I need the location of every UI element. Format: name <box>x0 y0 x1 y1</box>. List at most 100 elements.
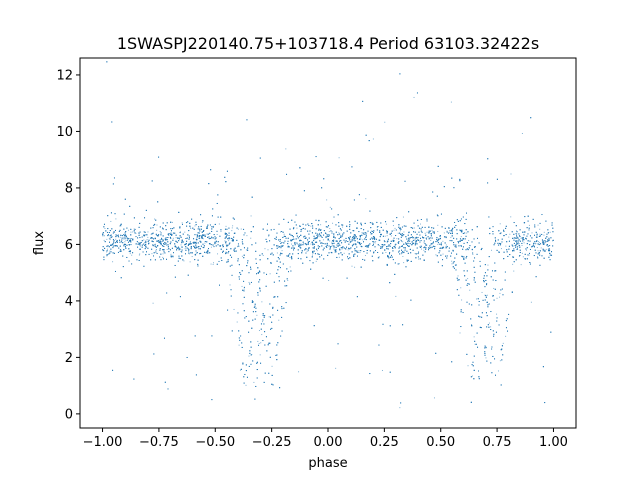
data-point <box>515 233 517 235</box>
data-point <box>471 375 473 377</box>
data-point <box>547 248 549 250</box>
data-point <box>473 336 475 338</box>
data-point <box>251 354 253 355</box>
data-point <box>298 371 300 373</box>
data-point <box>499 292 501 294</box>
data-point <box>325 237 327 239</box>
data-point <box>414 253 416 255</box>
data-point <box>515 230 517 232</box>
data-point <box>240 228 242 230</box>
data-point <box>491 249 493 251</box>
data-point <box>521 132 523 134</box>
data-point <box>413 96 415 98</box>
data-point <box>522 256 524 258</box>
data-point <box>390 235 392 237</box>
data-point <box>106 251 108 253</box>
data-point <box>329 240 331 242</box>
data-point <box>460 236 462 238</box>
data-point <box>172 237 174 239</box>
data-point <box>326 199 328 201</box>
data-point <box>256 314 258 316</box>
data-point <box>329 228 331 230</box>
data-point <box>106 238 108 240</box>
data-point <box>530 301 532 303</box>
data-point <box>473 277 475 279</box>
data-point <box>488 322 490 324</box>
data-point <box>154 218 156 220</box>
data-point <box>248 281 250 283</box>
data-point <box>341 247 343 249</box>
data-point <box>226 252 227 254</box>
data-point <box>262 321 264 323</box>
data-point <box>426 231 428 233</box>
data-point <box>102 235 104 237</box>
data-point <box>472 253 474 255</box>
data-point <box>375 241 377 243</box>
data-point <box>430 239 432 241</box>
data-point <box>361 225 363 227</box>
data-point <box>392 239 394 241</box>
data-point <box>188 243 190 245</box>
data-point <box>386 242 388 244</box>
data-point <box>397 232 399 234</box>
data-point <box>281 250 283 252</box>
data-point <box>226 246 228 248</box>
data-point <box>190 227 192 229</box>
data-point <box>110 220 112 222</box>
data-point <box>162 253 164 255</box>
data-point <box>155 249 157 251</box>
data-point <box>392 225 394 227</box>
data-point <box>326 234 328 236</box>
data-point <box>383 245 384 247</box>
data-point <box>454 246 456 248</box>
data-point <box>499 360 501 362</box>
data-point <box>269 273 271 275</box>
data-point <box>204 242 206 244</box>
data-point <box>245 384 247 386</box>
data-point <box>341 248 343 250</box>
data-point <box>287 280 289 282</box>
data-point <box>520 264 522 266</box>
data-point <box>296 243 298 245</box>
data-point <box>236 246 238 248</box>
data-point <box>539 233 541 235</box>
data-point <box>366 232 368 234</box>
data-point <box>156 224 158 226</box>
data-point <box>457 275 459 277</box>
data-point <box>358 250 360 252</box>
data-point <box>523 231 525 233</box>
data-point <box>365 198 367 200</box>
data-point <box>289 256 291 258</box>
data-point <box>521 245 523 247</box>
data-point <box>170 253 172 255</box>
data-point <box>412 237 414 239</box>
data-point <box>536 256 538 258</box>
data-point <box>229 284 231 286</box>
data-point <box>498 370 500 372</box>
data-point <box>490 326 492 328</box>
data-point <box>114 232 116 233</box>
data-point <box>451 263 453 265</box>
data-point <box>109 250 111 252</box>
data-point <box>236 321 238 323</box>
data-point <box>250 215 252 217</box>
data-point <box>532 244 534 246</box>
data-point <box>129 253 131 255</box>
data-point <box>183 260 185 262</box>
data-point <box>228 240 230 242</box>
data-point <box>331 240 333 242</box>
data-point <box>312 254 314 256</box>
data-point <box>546 241 548 243</box>
data-point <box>512 263 514 265</box>
data-point <box>124 243 126 245</box>
data-point <box>407 245 409 247</box>
data-point <box>360 238 362 240</box>
data-point <box>449 232 451 234</box>
data-point <box>108 237 110 239</box>
data-point <box>155 249 157 251</box>
data-point <box>505 335 507 337</box>
data-point <box>217 253 219 255</box>
data-point <box>268 316 270 318</box>
data-point <box>374 242 376 244</box>
data-point <box>166 248 168 250</box>
